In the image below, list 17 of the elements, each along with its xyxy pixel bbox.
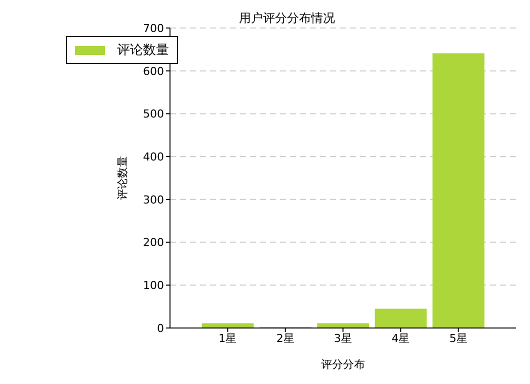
y-tick-label: 400: [143, 150, 164, 164]
legend-label: 评论数量: [117, 42, 169, 59]
x-tick-label: 3星: [334, 332, 352, 345]
x-tick-label: 4星: [392, 332, 410, 345]
y-tick-label: 200: [143, 236, 164, 250]
x-axis-title: 评分分布: [321, 358, 365, 371]
y-tick-label: 0: [157, 322, 164, 335]
y-tick-label: 300: [143, 193, 164, 206]
y-tick-label: 500: [143, 108, 164, 121]
x-tick-label: 1星: [218, 332, 237, 345]
y-tick-label: 600: [143, 64, 164, 78]
x-tick-label: 2星: [276, 332, 294, 345]
y-axis-title: 评论数量: [116, 156, 129, 200]
y-tick-label: 700: [143, 22, 164, 35]
x-tick-label: 5星: [449, 332, 468, 345]
y-tick-label: 100: [143, 279, 164, 292]
chart-title: 用户评分分布情况: [239, 11, 335, 25]
